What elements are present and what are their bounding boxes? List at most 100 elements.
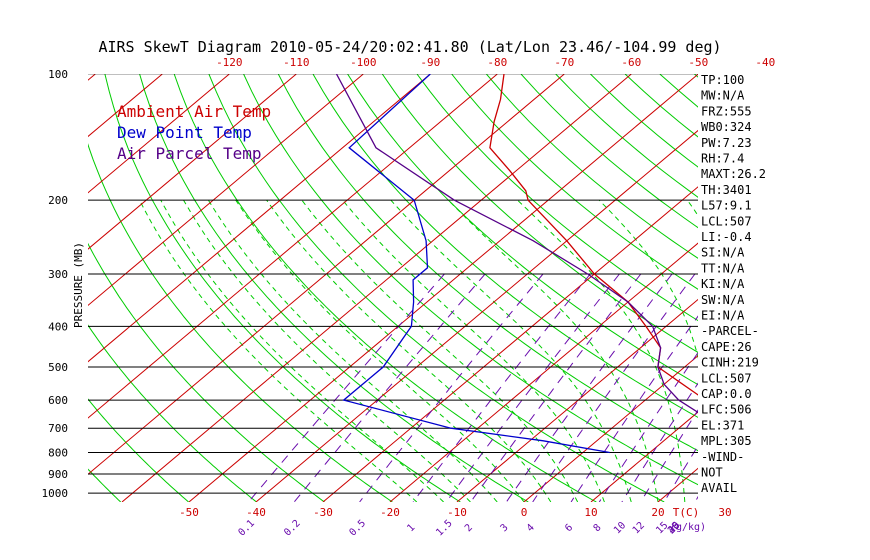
dry-adiabat-line xyxy=(88,242,325,502)
dry-adiabat-line xyxy=(486,74,698,259)
bottom-temp-label: -40 xyxy=(246,506,266,519)
pressure-tick-label: 100 xyxy=(48,68,68,81)
moist-adiabat-line xyxy=(598,199,698,359)
mixing-ratio-label: 4 xyxy=(525,522,537,534)
mixing-ratio-line xyxy=(640,409,698,502)
pressure-tick-label: 500 xyxy=(48,361,68,374)
side-panel-item: PW:7.23 xyxy=(701,136,752,150)
bottom-temp-label: -10 xyxy=(447,506,467,519)
side-panel-item: EL:371 xyxy=(701,418,744,432)
side-panel-item: CINH:219 xyxy=(701,356,759,370)
moist-adiabat-line xyxy=(266,199,552,502)
pressure-tick-label: 200 xyxy=(48,194,68,207)
side-panel-item: L57:9.1 xyxy=(701,199,752,213)
mixing-ratio-label: 3 xyxy=(499,522,511,534)
dry-adiabat-line xyxy=(381,74,698,353)
top-temp-label: -70 xyxy=(554,56,574,69)
isotherm-line xyxy=(255,129,698,502)
dry-adiabat-line xyxy=(451,74,698,290)
top-temp-label: -60 xyxy=(621,56,641,69)
dry-adiabat-line xyxy=(173,74,597,502)
isotherm-line xyxy=(0,74,28,502)
mixing-ratio-label: 1 xyxy=(405,522,417,534)
moist-adiabat-line xyxy=(160,199,444,502)
side-panel-item: WB0:324 xyxy=(701,120,752,134)
side-panel-item: -WIND- xyxy=(701,450,744,464)
moist-adiabat-line xyxy=(792,200,835,502)
side-panel-item: TH:3401 xyxy=(701,183,752,197)
side-panel-item: RH:7.4 xyxy=(701,152,744,166)
legend-dewpoint: Dew Point Temp xyxy=(117,123,252,142)
legend: Ambient Air Temp Dew Point Temp Air Parc… xyxy=(117,102,271,163)
side-panel-item: LCL:507 xyxy=(701,214,752,228)
pressure-tick-label: 600 xyxy=(48,394,68,407)
side-panel-item: CAPE:26 xyxy=(701,340,752,354)
dry-adiabat-line xyxy=(88,143,393,502)
bottom-temp-label: -20 xyxy=(380,506,400,519)
top-temp-label: -40 xyxy=(755,56,775,69)
pressure-tick-label: 700 xyxy=(48,422,68,435)
dry-adiabat-line xyxy=(0,74,53,502)
side-panel-item: SI:N/A xyxy=(701,246,745,260)
mixing-ratio-label: 6 xyxy=(563,522,575,534)
isotherm-line xyxy=(792,74,870,502)
mixing-ratio-label: 0.5 xyxy=(348,518,369,539)
bottom-temp-label: 30 xyxy=(718,506,731,519)
mixing-ratio-line xyxy=(598,351,698,502)
top-temp-label: -80 xyxy=(487,56,507,69)
mixing-ratio-label: 10 xyxy=(612,520,628,536)
top-axis: -120 -110 -100 -90 -80 -70 -60 -50 -40 xyxy=(216,56,775,69)
mixing-ratio-label: (g/kg) xyxy=(670,522,706,533)
moist-adiabat-line xyxy=(139,199,418,502)
dry-adiabat-line xyxy=(347,74,698,386)
side-panel-item: MW:N/A xyxy=(701,89,745,103)
plot-area xyxy=(0,74,870,502)
side-panel-item: -PARCEL- xyxy=(701,324,759,338)
isotherm-line xyxy=(590,411,698,502)
isotherm-line xyxy=(88,74,498,419)
isotherm-line xyxy=(523,355,698,502)
moist-adiabat-line xyxy=(517,199,686,502)
dry-adiabat-line xyxy=(277,74,698,452)
isotherm-line xyxy=(88,74,431,363)
mixing-ratio-line xyxy=(445,273,620,502)
dry-adiabat-line xyxy=(764,74,870,502)
mixing-ratio-label: 0.2 xyxy=(282,518,303,539)
side-panel-item: TP:100 xyxy=(701,73,744,87)
isotherm-line xyxy=(188,74,698,502)
dry-adiabat-line xyxy=(208,74,665,502)
mixing-ratio-label: 1.5 xyxy=(434,518,455,539)
bottom-temp-label: 10 xyxy=(584,506,597,519)
moist-adiabat-line xyxy=(183,199,471,502)
side-panel-item: AVAIL xyxy=(701,481,737,495)
pressure-axis: PRESSURE (MB) 100 200 300 400 500 600 700 800 90… xyxy=(42,68,86,500)
isobars xyxy=(88,74,698,494)
dry-adiabats xyxy=(0,74,870,502)
moist-adiabats xyxy=(139,199,835,502)
side-panel-item: TT:N/A xyxy=(701,261,745,275)
mixing-ratio-line xyxy=(621,382,698,502)
side-panel-item: MAXT:26.2 xyxy=(701,167,766,181)
side-panel-item: LFC:506 xyxy=(701,403,752,417)
isotherm-line xyxy=(657,467,698,502)
pressure-tick-label: 800 xyxy=(48,447,68,460)
side-panel-item: FRZ:555 xyxy=(701,104,752,118)
side-panel-item: LI:-0.4 xyxy=(701,230,752,244)
top-temp-label: -90 xyxy=(420,56,440,69)
dry-adiabat-line xyxy=(88,398,189,502)
isotherm-line xyxy=(88,74,565,475)
dry-adiabat-line xyxy=(104,74,461,502)
side-panel-item: KI:N/A xyxy=(701,277,745,291)
mixing-ratio-label: 8 xyxy=(592,522,604,534)
pressure-tick-label: 400 xyxy=(48,320,68,333)
mixing-ratio-line xyxy=(359,273,544,502)
pressure-tick-label: 900 xyxy=(48,468,68,481)
dewpoint-temp-line xyxy=(342,74,610,454)
mixing-ratio-line xyxy=(532,273,696,502)
dry-adiabat-line xyxy=(659,74,698,108)
pressure-tick-label: 300 xyxy=(48,268,68,281)
mixing-ratio-line xyxy=(740,274,870,502)
mixing-ratio-label: 0.1 xyxy=(237,518,258,539)
